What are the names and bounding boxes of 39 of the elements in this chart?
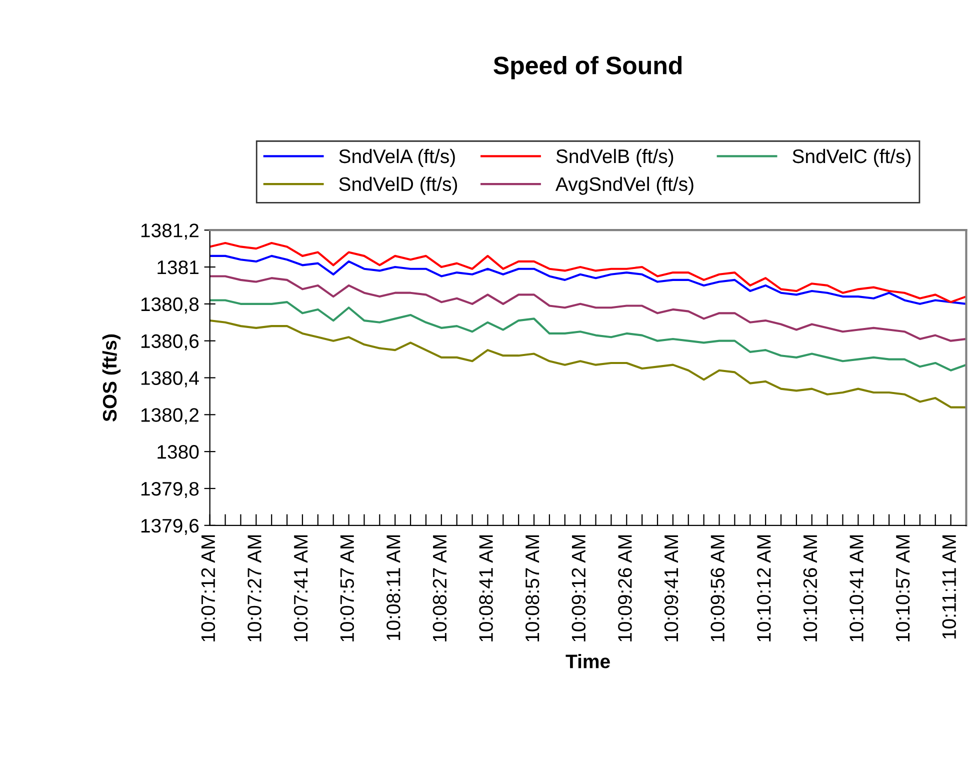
x-tick-label: 10:10:41 AM xyxy=(850,535,864,642)
y-tick-label: 1379,6 xyxy=(141,518,199,535)
y-tick-label: 1380,2 xyxy=(141,408,198,424)
legend-label: SndVelA (ft/s) xyxy=(339,148,455,168)
x-tick-label: 10:09:26 AM xyxy=(618,535,632,642)
y-axis-title: SOS (ft/s) xyxy=(102,334,121,422)
x-tick-label: 10:09:12 AM xyxy=(572,535,586,642)
x-tick-label: 10:08:11 AM xyxy=(386,535,400,640)
y-tick-label: 1380,6 xyxy=(141,334,199,350)
legend-label: SndVelB (ft/s) xyxy=(556,148,674,168)
x-tick-label: 10:11:11 AM xyxy=(942,535,956,639)
line-series xyxy=(210,319,966,408)
line-series xyxy=(210,254,966,305)
x-tick-label: 10:09:41 AM xyxy=(664,535,678,642)
x-tick-label: 10:10:26 AM xyxy=(803,535,818,642)
x-tick-label: 10:07:12 AM xyxy=(201,535,216,642)
chart-title: Speed of Sound xyxy=(494,56,682,80)
x-tick-label: 10:09:56 AM xyxy=(710,535,724,642)
x-tick-label: 10:08:27 AM xyxy=(432,535,447,642)
x-tick-label: 10:07:57 AM xyxy=(340,535,354,642)
x-tick-label: 10:10:12 AM xyxy=(757,535,771,642)
legend-label: SndVelD (ft/s) xyxy=(339,176,458,195)
x-axis-title: Time xyxy=(566,654,610,668)
y-tick-label: 1380 xyxy=(158,445,199,459)
y-tick-label: 1380,8 xyxy=(141,297,199,314)
x-tick-label: 10:07:41 AM xyxy=(294,535,308,642)
x-tick-label: 10:10:57 AM xyxy=(896,535,910,642)
y-tick-label: 1379,8 xyxy=(141,482,199,498)
x-tick-label: 10:08:57 AM xyxy=(525,535,540,642)
line-series xyxy=(210,299,966,372)
legend-label: AvgSndVel (ft/s) xyxy=(555,176,694,195)
y-tick-label: 1380,4 xyxy=(141,371,199,388)
x-tick-label: 10:08:41 AM xyxy=(479,535,493,642)
line-series xyxy=(210,275,966,342)
legend-label: SndVelC (ft/s) xyxy=(792,148,910,168)
x-tick-label: 10:07:27 AM xyxy=(248,535,262,642)
y-tick-label: 1381,2 xyxy=(141,224,198,240)
line-series xyxy=(210,242,966,304)
y-tick-label: 1381 xyxy=(158,260,198,274)
